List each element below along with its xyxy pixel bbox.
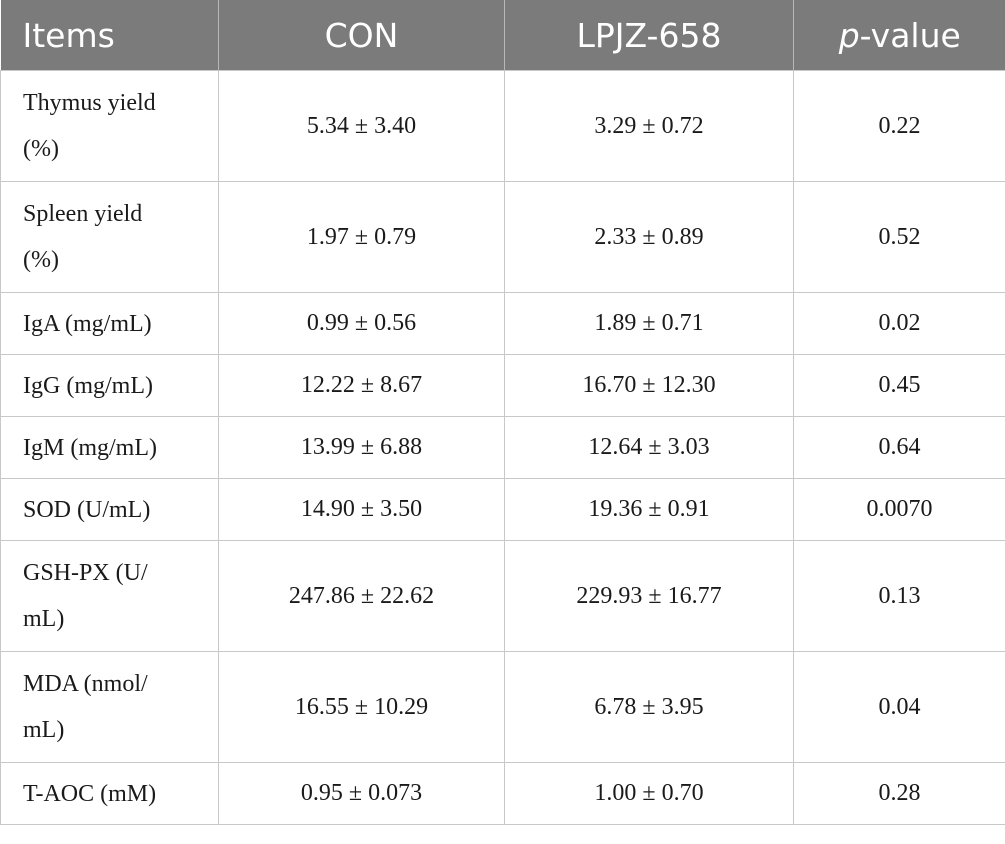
con-cell: 5.34 ± 3.40 xyxy=(218,70,505,182)
item-cell: IgM (mg/mL) xyxy=(0,416,219,479)
table-row: IgG (mg/mL) 12.22 ± 8.67 16.70 ± 12.30 0… xyxy=(0,354,1005,417)
item-cell: Spleen yield (%) xyxy=(0,181,219,293)
table-row: IgA (mg/mL) 0.99 ± 0.56 1.89 ± 0.71 0.02 xyxy=(0,292,1005,355)
lpjz-cell: 6.78 ± 3.95 xyxy=(504,651,794,763)
table-header: Items CON LPJZ-658 p-value xyxy=(0,0,1005,71)
pvalue-cell: 0.45 xyxy=(793,354,1005,417)
lpjz-cell: 229.93 ± 16.77 xyxy=(504,540,794,652)
lpjz-cell: 1.89 ± 0.71 xyxy=(504,292,794,355)
table-row: SOD (U/mL) 14.90 ± 3.50 19.36 ± 0.91 0.0… xyxy=(0,478,1005,541)
header-row: Items CON LPJZ-658 p-value xyxy=(0,0,1005,71)
header-items: Items xyxy=(0,0,219,71)
item-label-line2: mL) xyxy=(23,606,65,632)
pvalue-cell: 0.64 xyxy=(793,416,1005,479)
header-con: CON xyxy=(218,0,505,71)
table-row: Thymus yield (%) 5.34 ± 3.40 3.29 ± 0.72 … xyxy=(0,70,1005,182)
pvalue-cell: 0.02 xyxy=(793,292,1005,355)
item-label-line1: Thymus yield xyxy=(23,90,156,116)
item-cell: IgG (mg/mL) xyxy=(0,354,219,417)
table-row: GSH-PX (U/mL) 247.86 ± 22.62 229.93 ± 16… xyxy=(0,540,1005,652)
con-cell: 14.90 ± 3.50 xyxy=(218,478,505,541)
results-table: Items CON LPJZ-658 p-value Thymus yield (… xyxy=(0,0,1005,825)
lpjz-cell: 2.33 ± 0.89 xyxy=(504,181,794,293)
con-cell: 247.86 ± 22.62 xyxy=(218,540,505,652)
item-label-line1: GSH-PX (U/ xyxy=(23,560,148,586)
pvalue-cell: 0.04 xyxy=(793,651,1005,763)
item-label-line2: (%) xyxy=(23,136,59,162)
lpjz-cell: 1.00 ± 0.70 xyxy=(504,762,794,825)
table-row: T-AOC (mM) 0.95 ± 0.073 1.00 ± 0.70 0.28 xyxy=(0,762,1005,825)
header-lpjz: LPJZ-658 xyxy=(504,0,794,71)
pvalue-cell: 0.0070 xyxy=(793,478,1005,541)
con-cell: 12.22 ± 8.67 xyxy=(218,354,505,417)
pvalue-cell: 0.22 xyxy=(793,70,1005,182)
header-pvalue-rest: -value xyxy=(859,15,961,55)
table-body: Thymus yield (%) 5.34 ± 3.40 3.29 ± 0.72 … xyxy=(0,70,1005,825)
table-row: MDA (nmol/mL) 16.55 ± 10.29 6.78 ± 3.95 … xyxy=(0,651,1005,763)
item-label-line2: mL) xyxy=(23,717,65,743)
con-cell: 0.99 ± 0.56 xyxy=(218,292,505,355)
header-pvalue: p-value xyxy=(793,0,1005,71)
item-cell: T-AOC (mM) xyxy=(0,762,219,825)
con-cell: 1.97 ± 0.79 xyxy=(218,181,505,293)
item-cell: SOD (U/mL) xyxy=(0,478,219,541)
con-cell: 16.55 ± 10.29 xyxy=(218,651,505,763)
table-row: Spleen yield (%) 1.97 ± 0.79 2.33 ± 0.89 … xyxy=(0,181,1005,293)
item-cell: MDA (nmol/mL) xyxy=(0,651,219,763)
lpjz-cell: 3.29 ± 0.72 xyxy=(504,70,794,182)
item-label-line1: MDA (nmol/ xyxy=(23,671,148,697)
item-label-line1: Spleen yield xyxy=(23,201,143,227)
item-cell: IgA (mg/mL) xyxy=(0,292,219,355)
con-cell: 13.99 ± 6.88 xyxy=(218,416,505,479)
item-cell: Thymus yield (%) xyxy=(0,70,219,182)
table-row: IgM (mg/mL) 13.99 ± 6.88 12.64 ± 3.03 0.… xyxy=(0,416,1005,479)
lpjz-cell: 16.70 ± 12.30 xyxy=(504,354,794,417)
con-cell: 0.95 ± 0.073 xyxy=(218,762,505,825)
pvalue-cell: 0.52 xyxy=(793,181,1005,293)
pvalue-cell: 0.13 xyxy=(793,540,1005,652)
pvalue-cell: 0.28 xyxy=(793,762,1005,825)
lpjz-cell: 12.64 ± 3.03 xyxy=(504,416,794,479)
lpjz-cell: 19.36 ± 0.91 xyxy=(504,478,794,541)
header-pvalue-p: p xyxy=(838,15,860,55)
item-cell: GSH-PX (U/mL) xyxy=(0,540,219,652)
item-label-line2: (%) xyxy=(23,247,59,273)
